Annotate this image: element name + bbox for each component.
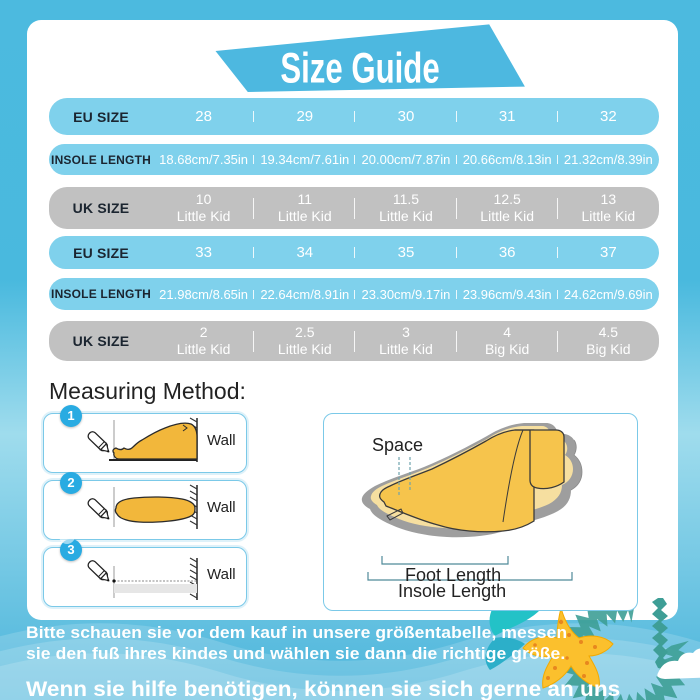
svg-text:Space: Space [372, 435, 423, 455]
svg-text:Insole Length: Insole Length [398, 581, 506, 601]
